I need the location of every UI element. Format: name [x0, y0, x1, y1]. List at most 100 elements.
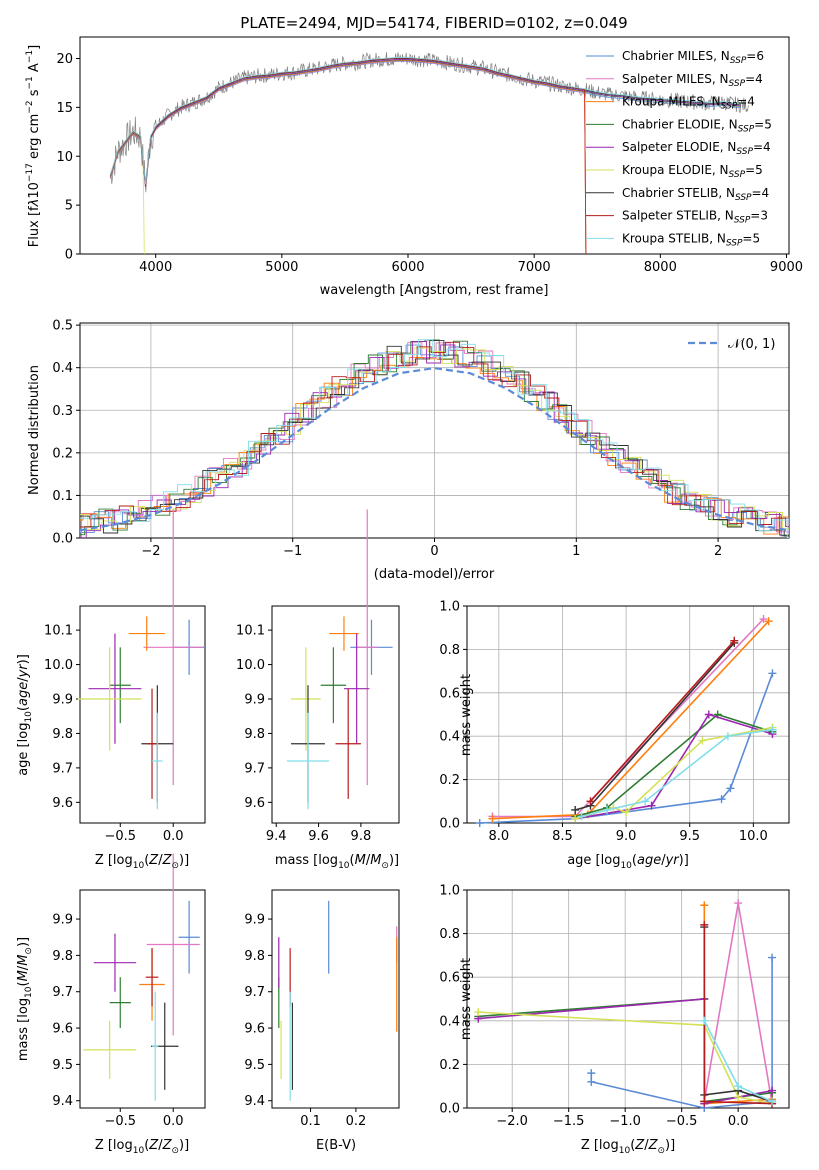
x-tick-label: 4000 — [139, 260, 172, 275]
panel5-ylabel: mass weight — [459, 674, 474, 756]
weight-marker — [734, 1082, 743, 1091]
panel2-xlabel: (data-model)/error — [374, 567, 495, 582]
y-tick-label: 9.8 — [52, 727, 73, 742]
weight-marker — [700, 1016, 709, 1025]
y-tick-label: 9.8 — [52, 949, 73, 964]
weight_vs_Z-lines — [474, 899, 777, 1112]
weight-marker — [730, 636, 739, 645]
mass_vs_EBV-axes: 0.1 0.2 9.4 9.5 9.6 9.7 9.8 9.9 — [244, 889, 400, 1129]
residual-histogram — [80, 344, 789, 538]
spectrum-axes: 4000 5000 6000 7000 8000 9000 0 5 10 15 20 — [56, 36, 803, 275]
x-tick-label: −1.5 — [553, 1114, 585, 1129]
weight-marker — [704, 710, 713, 719]
x-tick-label: 0.0 — [163, 829, 184, 844]
weight-marker — [768, 1086, 777, 1095]
weight-line — [478, 1011, 773, 1105]
y-tick-label: 0.8 — [439, 927, 460, 942]
x-tick-label: 8.0 — [488, 829, 509, 844]
weight-marker — [587, 1069, 596, 1078]
x-tick-label: −0.5 — [104, 829, 136, 844]
x-tick-label: 9.6 — [308, 829, 329, 844]
panel3-ylabel: age [log10(age/yr)] — [16, 654, 34, 776]
weight-line — [574, 713, 773, 818]
y-tick-label: 0.0 — [52, 532, 73, 547]
x-tick-label: 9000 — [770, 260, 803, 275]
legend-entry: Kroupa MILES, NSSP=4 — [622, 95, 755, 112]
y-tick-label: 0.2 — [439, 773, 460, 788]
age_vs_Z-points — [77, 509, 205, 810]
y-tick-label: 0.0 — [439, 817, 460, 832]
y-tick-label: 9.7 — [52, 761, 73, 776]
y-tick-label: 1.0 — [439, 600, 460, 615]
y-tick-label: 9.6 — [244, 1022, 265, 1037]
spectrum-model-line — [109, 59, 742, 187]
x-tick-label: 8.5 — [552, 829, 573, 844]
weight_vs_age-axes: 8.0 8.5 9.0 9.5 10.0 0.0 0.2 0.4 0.6 0.8 1.0 — [439, 600, 790, 844]
weight_vs_age-frame — [466, 605, 790, 824]
weight_vs_Z-axes: −2.0 −1.5 −1.0 −0.5 0.0 0.0 0.2 0.4 0.6 0.8 1.0 — [439, 884, 790, 1129]
y-tick-label: 9.6 — [244, 796, 265, 811]
y-tick-label: 0.4 — [439, 730, 460, 745]
weight-marker — [586, 797, 595, 806]
panel3-xlabel: Z [log10(Z/Z⊙)] — [95, 853, 189, 871]
y-tick-label: 10.1 — [236, 624, 265, 639]
x-tick-label: 0.0 — [163, 1114, 184, 1129]
y-tick-label: 1.0 — [439, 884, 460, 899]
legend-entry: Chabrier MILES, NSSP=6 — [622, 49, 764, 66]
x-tick-label: −1 — [283, 544, 302, 559]
residual-histogram — [80, 340, 789, 538]
spectrum-model-line — [109, 57, 587, 254]
weight-marker — [641, 797, 650, 806]
y-tick-label: 0.1 — [52, 489, 73, 504]
panel2-ylabel: Normed distribution — [27, 365, 42, 495]
weight-marker — [717, 795, 726, 804]
mass_vs_Z-axes: −0.5 0.0 9.4 9.5 9.6 9.7 9.8 9.9 — [52, 889, 206, 1129]
weight-marker — [764, 617, 773, 626]
y-tick-label: 10.0 — [44, 658, 73, 673]
weight-marker — [726, 784, 735, 793]
weight-line — [492, 618, 765, 818]
spectrum-plot — [109, 52, 749, 254]
y-tick-label: 0.2 — [439, 1058, 460, 1073]
y-tick-label: 9.6 — [52, 1022, 73, 1037]
y-tick-label: 9.8 — [244, 949, 265, 964]
panel1-ylabel: Flux [fλ10−17 erg cm−2 s−1 A−1] — [25, 45, 42, 247]
x-tick-label: 9.5 — [679, 829, 700, 844]
y-tick-label: 5 — [65, 199, 73, 214]
residual-histogram — [80, 340, 789, 537]
weight-marker — [571, 805, 580, 814]
weight-marker — [768, 953, 777, 962]
weight-marker — [768, 669, 777, 678]
x-tick-label: −1.0 — [609, 1114, 641, 1129]
spectrum-model-line — [109, 57, 742, 185]
weight-marker — [577, 812, 586, 821]
panel6-ylabel: mass [log10(M/M⊙)] — [16, 937, 34, 1061]
weight-marker — [723, 732, 732, 741]
residual-histogram — [80, 347, 789, 531]
x-tick-label: 6000 — [391, 260, 424, 275]
normal-curve — [80, 366, 789, 532]
x-tick-label: 0.0 — [728, 1114, 749, 1129]
x-tick-label: 10.0 — [739, 829, 768, 844]
spectrum-model-line — [109, 60, 587, 254]
y-tick-label: 9.4 — [244, 1094, 265, 1109]
weight-marker — [571, 814, 580, 823]
x-tick-label: 1 — [572, 544, 580, 559]
y-tick-label: 9.8 — [244, 727, 265, 742]
residual-histogram — [80, 339, 789, 538]
x-tick-label: 7000 — [518, 260, 551, 275]
weight-marker — [698, 736, 707, 745]
y-tick-label: 0.6 — [439, 686, 460, 701]
panel7-xlabel: E(B-V) — [316, 1138, 356, 1153]
y-tick-label: 20 — [56, 52, 73, 67]
age_vs_mass-points — [286, 509, 393, 810]
y-tick-label: 0.6 — [439, 971, 460, 986]
legend-entry: Salpeter MILES, NSSP=4 — [622, 72, 763, 89]
weight-marker — [700, 920, 709, 929]
spectrum-model-line — [109, 60, 587, 254]
legend-entry: Salpeter STELIB, NSSP=3 — [622, 209, 768, 226]
y-tick-label: 9.7 — [52, 985, 73, 1000]
age_vs_Z-axes: −0.5 0.0 9.6 9.7 9.8 9.9 10.0 10.1 — [44, 605, 206, 844]
spectrum-frame — [79, 36, 790, 255]
